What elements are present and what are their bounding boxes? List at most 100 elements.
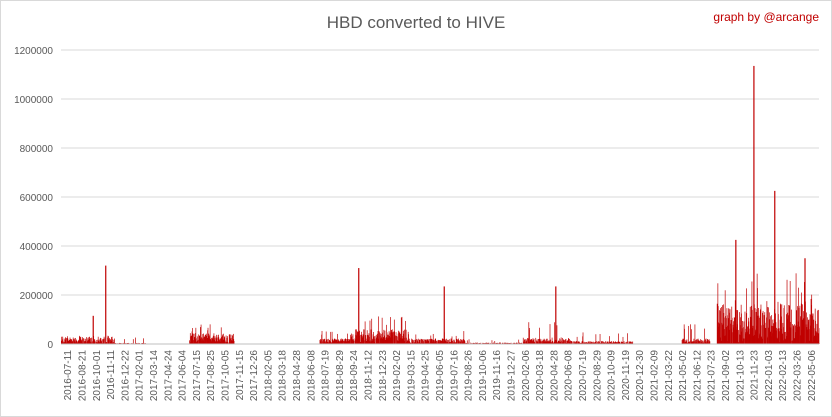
bar	[327, 338, 329, 344]
bar	[561, 340, 562, 344]
bar	[402, 338, 403, 344]
bar	[751, 309, 753, 344]
x-tick-label: 2020-08-29	[592, 350, 603, 402]
bar	[90, 338, 91, 344]
bar	[799, 305, 801, 344]
x-tick-label: 2017-07-15	[192, 350, 203, 402]
bar	[470, 342, 472, 344]
bar	[704, 328, 706, 344]
bar	[582, 332, 584, 344]
bar	[448, 340, 449, 344]
bar	[797, 306, 798, 344]
x-tick-label: 2018-03-18	[278, 350, 289, 402]
bar	[537, 342, 539, 344]
bar	[218, 337, 220, 344]
bar	[598, 341, 600, 344]
bar	[722, 305, 723, 344]
x-tick-label: 2018-08-29	[335, 350, 346, 402]
bar	[760, 325, 762, 344]
x-tick-label: 2017-06-04	[178, 350, 189, 402]
x-tick-label: 2020-06-08	[564, 350, 575, 402]
gridlines	[61, 49, 819, 296]
bar	[233, 333, 234, 344]
bar	[794, 324, 796, 344]
bar	[596, 341, 598, 344]
bar	[489, 342, 491, 344]
bar	[795, 273, 797, 344]
bar	[758, 315, 760, 344]
bar	[510, 342, 512, 344]
x-tick-label: 2017-11-15	[235, 350, 246, 401]
x-axis-ticks: 2016-07-11 2016-08-21 2016-10-01 2016-11-11…	[63, 350, 818, 402]
bar	[405, 320, 406, 344]
bar	[562, 337, 563, 344]
bar	[86, 337, 87, 344]
bar	[786, 279, 788, 344]
bar	[365, 338, 367, 344]
bar	[754, 308, 756, 344]
bar	[560, 337, 562, 344]
bar	[447, 342, 449, 344]
bar	[378, 316, 380, 344]
bar	[192, 333, 194, 344]
bar	[614, 342, 615, 344]
bar	[770, 316, 772, 344]
bar	[605, 341, 606, 344]
bar	[688, 325, 690, 344]
bar	[423, 340, 424, 344]
bar	[137, 342, 139, 344]
x-tick-label: 2020-12-30	[635, 350, 646, 402]
bar	[494, 342, 496, 344]
bar	[370, 329, 372, 344]
bar	[518, 339, 520, 344]
bar	[681, 340, 683, 344]
bar	[220, 327, 222, 344]
bar	[343, 340, 344, 344]
bar	[719, 311, 721, 344]
bar	[343, 339, 345, 344]
bar	[602, 341, 603, 344]
bar	[818, 328, 820, 344]
bar	[454, 340, 455, 344]
bar	[540, 341, 542, 344]
bar	[70, 339, 72, 344]
bar	[507, 342, 509, 344]
bar	[798, 326, 800, 344]
bar	[612, 341, 614, 344]
bar	[195, 327, 197, 344]
bar	[603, 341, 604, 344]
x-tick-label: 2021-07-23	[707, 350, 718, 402]
bar	[98, 339, 100, 344]
bar	[374, 338, 376, 344]
bar	[143, 338, 144, 344]
bar	[611, 342, 613, 344]
bar	[585, 342, 587, 344]
bar	[104, 338, 105, 344]
bar	[231, 334, 233, 344]
bar	[748, 321, 750, 344]
bar	[423, 342, 425, 344]
bar	[322, 338, 324, 344]
x-tick-label: 2021-02-09	[650, 350, 661, 402]
bar	[757, 315, 759, 344]
x-tick-label: 2020-10-09	[607, 350, 618, 402]
x-tick-label: 2017-12-26	[249, 350, 260, 402]
bar	[726, 315, 728, 344]
bar	[542, 340, 543, 344]
bar	[616, 342, 618, 344]
bar	[812, 313, 814, 344]
bar	[813, 335, 815, 344]
bar	[716, 303, 718, 344]
bar	[486, 342, 488, 344]
bar	[390, 317, 391, 344]
bar	[213, 333, 215, 344]
x-tick-label: 2016-08-21	[77, 350, 88, 402]
y-tick-label: 400000	[20, 242, 54, 253]
bar	[214, 336, 216, 344]
bar	[684, 328, 685, 344]
peak-bar	[774, 190, 776, 344]
bar	[788, 305, 790, 344]
bar	[604, 342, 606, 344]
bar	[739, 312, 740, 344]
x-tick-label: 2021-10-13	[735, 350, 746, 402]
